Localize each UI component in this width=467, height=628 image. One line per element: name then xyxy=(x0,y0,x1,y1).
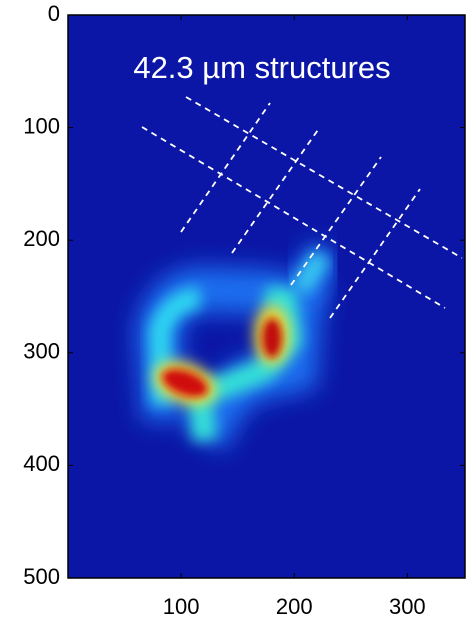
chart: 42.3 µm structures 0 100 200 300 400 500 100 20… xyxy=(0,0,467,623)
x-tick-label: 200 xyxy=(276,594,313,619)
plot-area: 42.3 µm structures xyxy=(68,15,465,578)
page: 42.3 µm structures 0 100 200 300 400 500 100 20… xyxy=(0,0,467,628)
y-tick-label: 500 xyxy=(23,564,60,589)
annotation: 42.3 µm structures xyxy=(133,50,390,85)
y-tick-label: 400 xyxy=(23,451,60,476)
y-tick-label: 300 xyxy=(23,339,60,364)
x-tick-label: 100 xyxy=(163,594,200,619)
y-tick-label: 100 xyxy=(23,113,60,138)
y-tick-label: 200 xyxy=(23,226,60,251)
y-tick-label: 0 xyxy=(48,1,60,26)
x-tick-label: 300 xyxy=(389,594,426,619)
